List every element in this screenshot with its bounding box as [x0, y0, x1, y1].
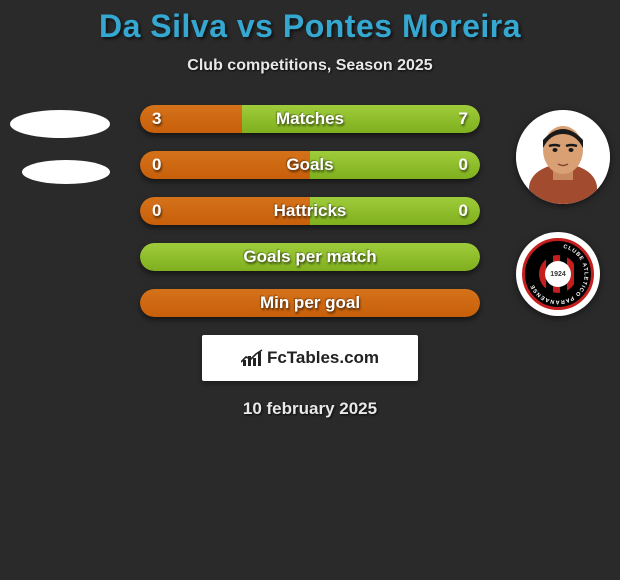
stat-bar: Min per goal [140, 289, 480, 317]
bar-value-left: 0 [140, 151, 173, 179]
bar-label: Hattricks [140, 197, 480, 225]
comparison-infographic: Da Silva vs Pontes Moreira Club competit… [0, 0, 620, 580]
stat-bar: Goals per match [140, 243, 480, 271]
bar-label: Min per goal [140, 289, 480, 317]
bar-label: Goals [140, 151, 480, 179]
player-photo [516, 110, 610, 204]
stat-bar: Hattricks0 0 [140, 197, 480, 225]
bar-value-left: 0 [140, 197, 173, 225]
bar-value-right: 7 [447, 105, 480, 133]
player-left-avatar-group [10, 110, 110, 206]
date-label: 10 february 2025 [0, 399, 620, 419]
stat-bars: Matches37Goals00Hattricks00Goals per mat… [140, 105, 480, 317]
stat-bar: Matches3 7 [140, 105, 480, 133]
bar-value-right: 0 [447, 197, 480, 225]
club-badge-inner: CLUBE ATLETICO PARANAENSE 1924 [522, 238, 594, 310]
bar-chart-icon [241, 349, 263, 367]
bar-value-left: 3 [140, 105, 173, 133]
source-logo-text: FcTables.com [267, 348, 379, 368]
source-logo-box: FcTables.com [202, 335, 418, 381]
bar-label: Matches [140, 105, 480, 133]
badge-year: 1924 [545, 261, 571, 287]
comparison-area: CLUBE ATLETICO PARANAENSE 1924 Matches3 7… [0, 105, 620, 419]
placeholder-ellipse [10, 110, 110, 138]
player-right-avatar-group: CLUBE ATLETICO PARANAENSE 1924 [516, 110, 610, 316]
club-badge: CLUBE ATLETICO PARANAENSE 1924 [516, 232, 600, 316]
subtitle: Club competitions, Season 2025 [0, 57, 620, 75]
badge-stripes-icon: 1924 [539, 255, 577, 293]
bar-label: Goals per match [140, 243, 480, 271]
player-face-icon [516, 110, 610, 204]
placeholder-ellipse [22, 160, 110, 184]
page-title: Da Silva vs Pontes Moreira [0, 0, 620, 45]
stat-bar: Goals0 0 [140, 151, 480, 179]
source-logo: FcTables.com [241, 348, 379, 368]
bar-value-right: 0 [447, 151, 480, 179]
